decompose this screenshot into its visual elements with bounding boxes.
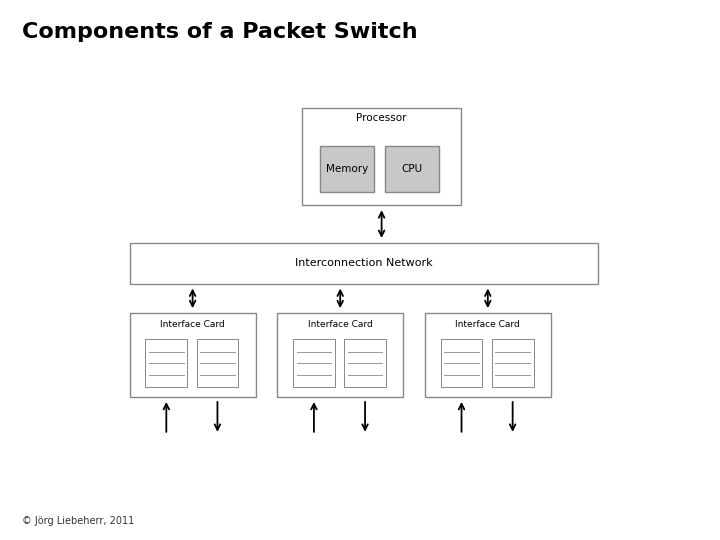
Text: Memory: Memory (326, 164, 369, 174)
Bar (320, 146, 374, 192)
Text: Interconnection Network: Interconnection Network (294, 258, 433, 268)
Bar (441, 339, 482, 387)
Bar (492, 339, 534, 387)
Bar (130, 313, 256, 397)
Text: Interface Card: Interface Card (161, 320, 225, 329)
Bar (425, 313, 551, 397)
Bar (130, 243, 598, 284)
Text: Processor: Processor (356, 113, 407, 124)
Text: Interface Card: Interface Card (456, 320, 520, 329)
Bar (302, 108, 461, 205)
Bar (197, 339, 238, 387)
Text: Components of a Packet Switch: Components of a Packet Switch (22, 22, 417, 42)
Bar (277, 313, 403, 397)
Text: CPU: CPU (402, 164, 423, 174)
Bar (145, 339, 187, 387)
Text: © Jörg Liebeherr, 2011: © Jörg Liebeherr, 2011 (22, 516, 134, 526)
Bar (344, 339, 386, 387)
Bar (385, 146, 439, 192)
Text: Interface Card: Interface Card (308, 320, 372, 329)
Bar (293, 339, 335, 387)
